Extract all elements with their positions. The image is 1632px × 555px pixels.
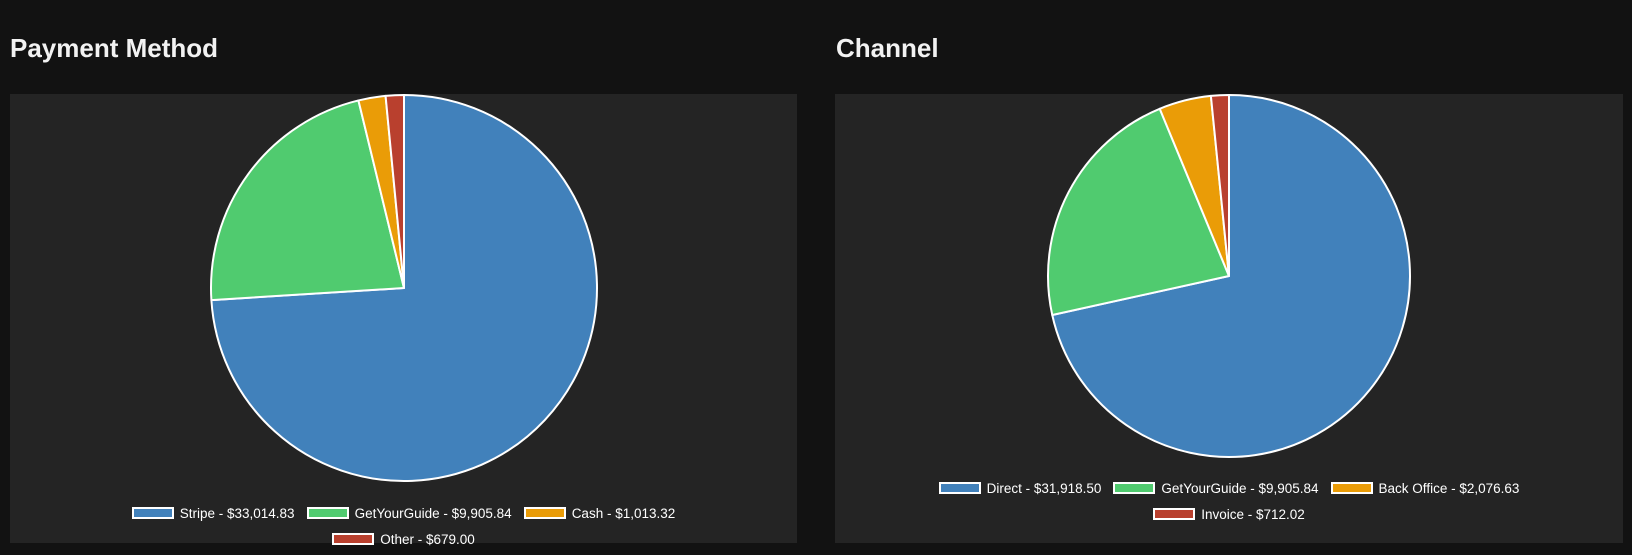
pie-slice-invoice[interactable] xyxy=(1209,94,1230,277)
payment-method-chart: Stripe - $33,014.83 GetYourGuide - $9,90… xyxy=(10,94,797,547)
payment-method-pie xyxy=(210,94,598,482)
legend-item-stripe[interactable]: Stripe - $33,014.83 xyxy=(131,505,295,521)
legend-label: Other - $679.00 xyxy=(380,531,475,547)
legend-item-getyourguide[interactable]: GetYourGuide - $9,905.84 xyxy=(1113,480,1319,496)
legend-item-other[interactable]: Other - $679.00 xyxy=(332,531,475,547)
legend-swatch xyxy=(306,507,349,519)
channel-title: Channel xyxy=(836,33,939,63)
pie-slice-getyourguide[interactable] xyxy=(210,99,405,302)
channel-legend: Direct - $31,918.50 GetYourGuide - $9,90… xyxy=(835,480,1623,522)
legend-swatch xyxy=(938,482,981,494)
legend-label: GetYourGuide - $9,905.84 xyxy=(354,505,512,521)
legend-swatch xyxy=(131,507,174,519)
legend-item-getyourguide[interactable]: GetYourGuide - $9,905.84 xyxy=(306,505,512,521)
pie-slice-direct[interactable] xyxy=(1051,94,1411,458)
pie-slice-other[interactable] xyxy=(384,94,405,289)
payment-method-legend: Stripe - $33,014.83 GetYourGuide - $9,90… xyxy=(10,505,797,547)
legend-label: Back Office - $2,076.63 xyxy=(1378,480,1520,496)
legend-item-invoice[interactable]: Invoice - $712.02 xyxy=(1153,506,1305,522)
legend-item-direct[interactable]: Direct - $31,918.50 xyxy=(938,480,1102,496)
legend-item-back-office[interactable]: Back Office - $2,076.63 xyxy=(1330,480,1520,496)
pie-slice-getyourguide[interactable] xyxy=(1047,107,1230,316)
legend-label: Direct - $31,918.50 xyxy=(986,480,1102,496)
legend-label: Cash - $1,013.32 xyxy=(571,505,676,521)
payment-method-title: Payment Method xyxy=(10,33,219,63)
legend-item-cash[interactable]: Cash - $1,013.32 xyxy=(523,505,676,521)
legend-swatch xyxy=(1330,482,1373,494)
legend-swatch xyxy=(523,507,566,519)
channel-pie xyxy=(1047,94,1411,458)
channel-chart: Direct - $31,918.50 GetYourGuide - $9,90… xyxy=(835,94,1623,543)
legend-swatch xyxy=(1153,508,1196,520)
legend-swatch xyxy=(1113,482,1156,494)
legend-label: GetYourGuide - $9,905.84 xyxy=(1161,480,1319,496)
legend-label: Stripe - $33,014.83 xyxy=(179,505,295,521)
legend-swatch xyxy=(332,533,375,545)
legend-label: Invoice - $712.02 xyxy=(1201,506,1305,522)
